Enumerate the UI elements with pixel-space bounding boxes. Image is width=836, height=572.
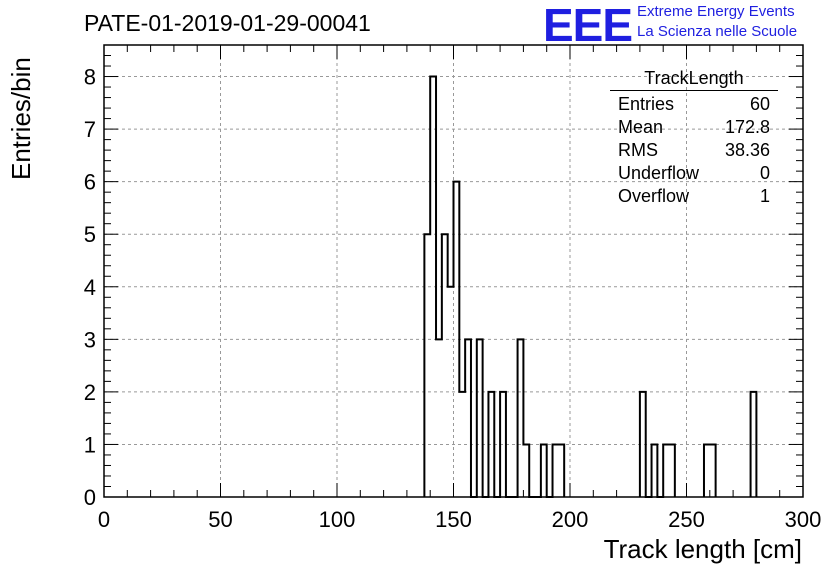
stats-label: Overflow [618, 186, 690, 206]
y-tick-label: 0 [84, 485, 96, 510]
x-tick-label: 0 [98, 507, 110, 532]
stats-box-title: TrackLength [610, 68, 778, 91]
stats-label: RMS [618, 140, 658, 160]
y-axis-label: Entries/bin [6, 57, 36, 180]
x-tick-label: 100 [319, 507, 356, 532]
stats-value: 172.8 [724, 117, 770, 137]
x-tick-label: 250 [668, 507, 705, 532]
stats-row-underflow: Underflow 0 [610, 162, 778, 185]
logo-line-1: Extreme Energy Events [637, 3, 795, 20]
y-tick-label: 5 [84, 222, 96, 247]
stats-row-overflow: Overflow 1 [610, 185, 778, 208]
y-tick-label: 1 [84, 432, 96, 457]
eee-logo-mark: EEE [543, 0, 633, 51]
x-axis-label: Track length [cm] [603, 534, 802, 564]
x-tick-label: 150 [435, 507, 472, 532]
y-tick-label: 7 [84, 117, 96, 142]
y-tick-label: 3 [84, 327, 96, 352]
stats-box: TrackLength Entries 60 Mean 172.8 RMS 38… [610, 68, 778, 208]
logo-line-2: La Scienza nelle Scuole [637, 23, 798, 40]
x-tick-label: 300 [785, 507, 822, 532]
y-tick-label: 4 [84, 275, 96, 300]
stats-value: 0 [759, 163, 770, 183]
y-tick-label: 8 [84, 65, 96, 90]
stats-label: Underflow [618, 163, 700, 183]
stats-value: 38.36 [724, 140, 770, 160]
x-tick-label: 200 [552, 507, 589, 532]
chart-title: PATE-01-2019-01-29-00041 [84, 10, 371, 36]
y-tick-label: 2 [84, 380, 96, 405]
stats-row-mean: Mean 172.8 [610, 116, 778, 139]
stats-value: 60 [749, 94, 770, 114]
stats-row-entries: Entries 60 [610, 93, 778, 116]
y-tick-label: 6 [84, 170, 96, 195]
stats-row-rms: RMS 38.36 [610, 139, 778, 162]
stats-value: 1 [759, 186, 770, 206]
x-tick-label: 50 [208, 507, 232, 532]
stats-label: Entries [618, 94, 675, 114]
stats-label: Mean [618, 117, 664, 137]
histogram-bin [436, 339, 442, 497]
histogram-outline [423, 75, 758, 498]
